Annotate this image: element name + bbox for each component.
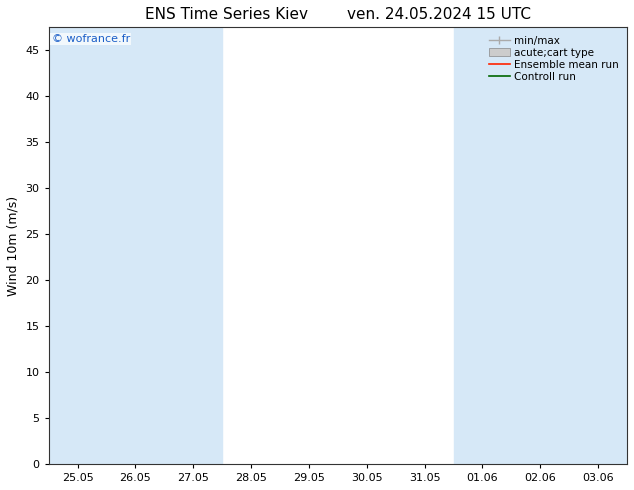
Bar [569,27,627,464]
Title: ENS Time Series Kiev        ven. 24.05.2024 15 UTC: ENS Time Series Kiev ven. 24.05.2024 15 … [145,7,531,22]
Y-axis label: Wind 10m (m/s): Wind 10m (m/s) [7,196,20,296]
Bar [49,27,222,464]
Text: © wofrance.fr: © wofrance.fr [51,34,130,44]
Legend: min/max, acute;cart type, Ensemble mean run, Controll run: min/max, acute;cart type, Ensemble mean … [486,32,622,85]
Bar [453,27,569,464]
